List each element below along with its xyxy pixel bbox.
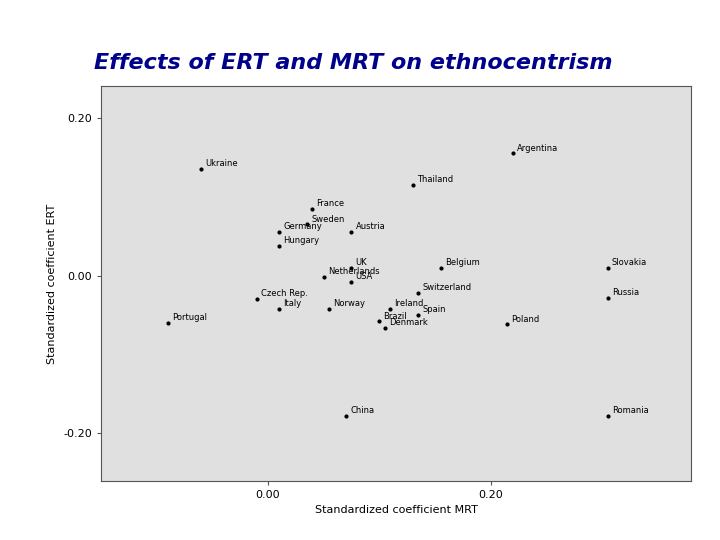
Text: Portugal: Portugal: [172, 313, 207, 322]
Text: Thailand: Thailand: [417, 175, 453, 184]
Text: Socially desirable response tendencies: Socially desirable response tendencies: [72, 15, 377, 29]
Text: Czech Rep.: Czech Rep.: [261, 289, 307, 299]
Text: Sweden: Sweden: [311, 214, 344, 224]
Text: Italy: Italy: [283, 299, 302, 308]
Text: China: China: [350, 406, 374, 415]
Text: Spain: Spain: [423, 305, 446, 314]
Text: Romania: Romania: [612, 406, 649, 415]
Text: Slovakia: Slovakia: [612, 258, 647, 267]
Text: Argentina: Argentina: [517, 144, 559, 153]
Text: Netherlands: Netherlands: [328, 267, 379, 276]
Text: Brazil: Brazil: [384, 312, 407, 321]
Text: Poland: Poland: [512, 315, 540, 323]
Text: Belgium: Belgium: [445, 258, 480, 267]
Text: Ireland: Ireland: [395, 299, 424, 308]
X-axis label: Standardized coefficient MRT: Standardized coefficient MRT: [315, 505, 477, 515]
Text: Austria: Austria: [356, 222, 385, 232]
Text: Effects of ERT and MRT on ethnocentrism: Effects of ERT and MRT on ethnocentrism: [94, 53, 612, 73]
Text: Switzerland: Switzerland: [423, 283, 472, 292]
Text: Denmark: Denmark: [389, 318, 428, 327]
Text: France: France: [317, 199, 345, 208]
Text: Norway: Norway: [333, 299, 365, 308]
Text: USA: USA: [356, 272, 373, 281]
Y-axis label: Standardized coefficient ERT: Standardized coefficient ERT: [48, 204, 58, 363]
Text: Russia: Russia: [612, 288, 639, 297]
Text: UK: UK: [356, 258, 367, 267]
Text: Hungary: Hungary: [283, 236, 320, 245]
Text: Germany: Germany: [283, 222, 322, 232]
Text: Ukraine: Ukraine: [205, 159, 238, 168]
